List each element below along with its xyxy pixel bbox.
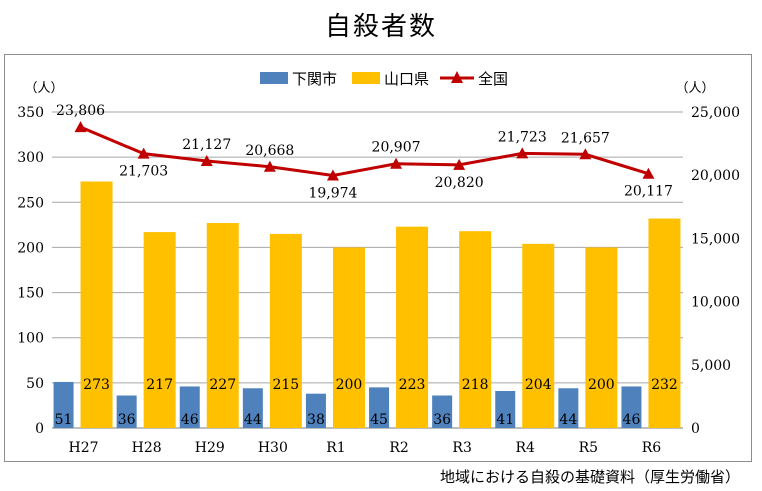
bar-yamaguchi — [80, 181, 113, 428]
bar-shimonoseki — [242, 388, 263, 428]
x-tick-label: R6 — [642, 440, 662, 456]
bar-label-shimonoseki: 45 — [370, 412, 388, 428]
x-tick-label: R4 — [516, 440, 536, 456]
bar-shimonoseki — [558, 388, 579, 428]
bar-label-yamaguchi: 204 — [525, 377, 552, 393]
marker-national — [200, 154, 213, 166]
bar-label-yamaguchi: 232 — [651, 377, 678, 393]
x-tick-label: H27 — [69, 440, 99, 456]
line-national — [79, 125, 649, 178]
line-label-national: 20,117 — [624, 184, 673, 200]
marker-national — [263, 160, 276, 172]
bar-yamaguchi — [269, 233, 302, 428]
y-left-tick-label: 150 — [17, 286, 44, 302]
y-right-tick-label: 20,000 — [691, 168, 740, 184]
x-tick-label: R3 — [452, 440, 471, 456]
bar-label-yamaguchi: 227 — [209, 377, 236, 393]
y-right-tick-label: 0 — [691, 421, 700, 437]
bar-label-shimonoseki: 46 — [623, 412, 641, 428]
x-tick-label: R1 — [326, 440, 345, 456]
bar-label-shimonoseki: 51 — [55, 412, 73, 428]
y-left-tick-label: 250 — [17, 195, 44, 211]
bar-shimonoseki — [116, 395, 137, 428]
marker-national — [137, 147, 150, 159]
legend-swatch-shimonoseki — [260, 72, 288, 84]
line-label-national: 21,723 — [498, 129, 547, 145]
bar-label-yamaguchi: 218 — [462, 377, 489, 393]
bar-yamaguchi — [648, 218, 681, 428]
x-tick-label: H28 — [132, 440, 162, 456]
y-right-tick-label: 15,000 — [691, 231, 740, 247]
y-left-tick-label: 300 — [17, 150, 44, 166]
marker-national — [579, 148, 592, 160]
x-tick-label: H30 — [258, 440, 288, 456]
bar-label-yamaguchi: 200 — [588, 377, 615, 393]
bar-yamaguchi — [332, 247, 365, 428]
x-tick-label: R5 — [579, 440, 598, 456]
line-label-national: 19,974 — [308, 186, 357, 202]
marker-national — [390, 157, 403, 169]
chart-frame — [4, 54, 752, 462]
line-label-national: 20,907 — [372, 140, 421, 156]
line-label-national: 21,127 — [182, 137, 231, 153]
bar-label-shimonoseki: 44 — [559, 412, 577, 428]
bar-shimonoseki — [369, 387, 390, 428]
line-label-national: 21,703 — [119, 164, 168, 180]
bar-label-yamaguchi: 273 — [83, 377, 110, 393]
line-label-national: 23,806 — [56, 103, 105, 119]
y-left-unit: （人） — [24, 81, 63, 96]
bar-label-shimonoseki: 46 — [181, 412, 199, 428]
bar-shimonoseki — [305, 393, 326, 428]
bar-label-yamaguchi: 200 — [336, 377, 363, 393]
y-left-tick-label: 350 — [17, 105, 44, 121]
bar-label-shimonoseki: 38 — [307, 412, 325, 428]
legend-swatch-yamaguchi — [352, 72, 380, 84]
y-left-tick-label: 100 — [17, 331, 44, 347]
bar-label-yamaguchi: 223 — [399, 377, 426, 393]
bar-yamaguchi — [522, 243, 555, 428]
source-note: 地域における自殺の基礎資料（厚生労働省） — [439, 468, 740, 486]
y-left-tick-label: 200 — [17, 240, 44, 256]
legend-label-shimonoseki: 下関市 — [292, 70, 337, 88]
bar-yamaguchi — [585, 247, 618, 428]
line-label-national: 21,657 — [561, 130, 610, 146]
y-right-unit: （人） — [675, 81, 714, 96]
marker-national — [326, 169, 339, 181]
legend-label-national: 全国 — [478, 70, 508, 88]
bar-label-yamaguchi: 217 — [146, 377, 173, 393]
legend-marker-national — [451, 71, 463, 83]
legend-label-yamaguchi: 山口県 — [384, 70, 429, 88]
bar-label-shimonoseki: 36 — [118, 412, 136, 428]
y-left-tick-label: 0 — [35, 421, 44, 437]
bar-shimonoseki — [179, 386, 200, 428]
y-right-tick-label: 10,000 — [691, 295, 740, 311]
bar-yamaguchi — [206, 223, 239, 428]
bar-label-yamaguchi: 215 — [272, 377, 299, 393]
y-right-tick-label: 25,000 — [691, 105, 740, 121]
bar-yamaguchi — [143, 232, 176, 428]
line-label-national: 20,820 — [435, 175, 484, 191]
chart-title: 自殺者数 — [324, 12, 437, 42]
bar-shimonoseki — [495, 390, 516, 428]
marker-national — [74, 121, 87, 133]
y-left-tick-label: 50 — [26, 376, 44, 392]
marker-national — [516, 147, 529, 159]
x-tick-label: R2 — [389, 440, 408, 456]
marker-national — [642, 167, 655, 179]
x-tick-label: H29 — [195, 440, 225, 456]
line-label-national: 20,668 — [245, 143, 294, 159]
bar-shimonoseki — [621, 386, 642, 428]
bar-label-shimonoseki: 41 — [496, 412, 514, 428]
bar-shimonoseki — [53, 381, 74, 428]
bar-shimonoseki — [432, 395, 453, 428]
y-right-tick-label: 5,000 — [691, 358, 731, 374]
bar-label-shimonoseki: 36 — [433, 412, 451, 428]
marker-national — [453, 158, 466, 170]
bar-yamaguchi — [396, 226, 429, 428]
bar-label-shimonoseki: 44 — [244, 412, 262, 428]
bar-yamaguchi — [459, 231, 492, 428]
